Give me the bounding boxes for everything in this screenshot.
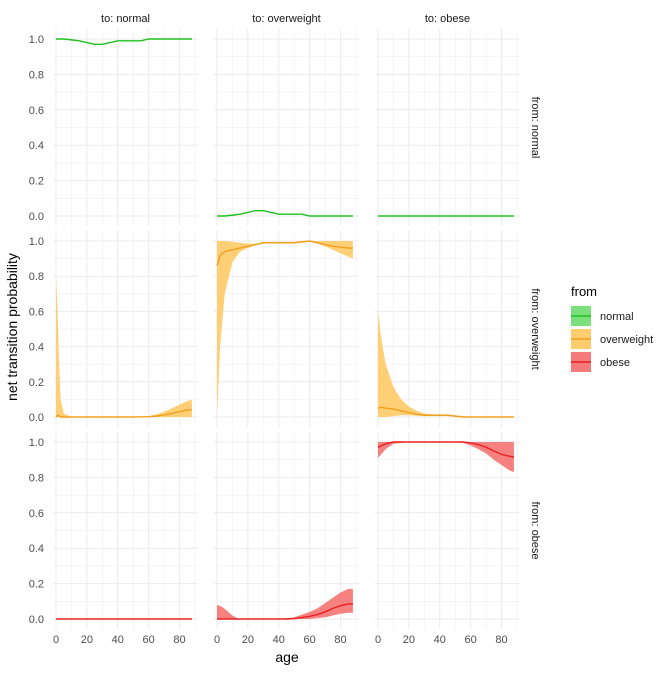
y-tick-label: 1.0 xyxy=(29,236,44,248)
panels-layer xyxy=(53,29,520,629)
series-line xyxy=(377,406,514,418)
series-line xyxy=(217,603,353,620)
y-tick-label: 0.6 xyxy=(29,508,44,520)
facet-row-label: from: obese xyxy=(529,501,541,559)
x-tick-label: 40 xyxy=(112,634,124,646)
panel-0-2 xyxy=(375,29,520,226)
legend-entry-label: normal xyxy=(600,311,634,323)
x-axis-label: age xyxy=(275,649,299,665)
y-tick-label: 0.4 xyxy=(29,342,44,354)
x-tick-label: 80 xyxy=(334,634,346,646)
y-tick-label: 0.4 xyxy=(29,543,44,555)
y-tick-label: 0.0 xyxy=(29,412,44,424)
y-tick-label: 0.0 xyxy=(29,211,44,223)
series-normal-panel-0-1 xyxy=(217,209,353,217)
legend-entry-label: overweight xyxy=(600,334,653,346)
legend-entry-normal: normal xyxy=(571,306,634,326)
labels-layer: to: normal to: overweight to: obese from: n… xyxy=(29,13,541,646)
panel-0-0 xyxy=(53,29,198,226)
x-tick-label: 40 xyxy=(273,634,285,646)
x-tick-label: 20 xyxy=(81,634,93,646)
y-tick-label: 0.0 xyxy=(29,614,44,626)
x-tick-label: 20 xyxy=(403,634,415,646)
y-tick-label: 1.0 xyxy=(29,34,44,46)
panel-1-2 xyxy=(375,231,520,427)
y-tick-label: 1.0 xyxy=(29,437,44,449)
facet-column-label: to: obese xyxy=(425,13,470,25)
confidence-band xyxy=(217,241,353,417)
confidence-band xyxy=(378,442,514,473)
x-tick-label: 60 xyxy=(304,634,316,646)
legend-entry-obese: obese xyxy=(571,352,630,372)
series-normal-panel-0-0 xyxy=(56,38,192,46)
legend-title: from xyxy=(571,284,597,299)
legend: from normal overweight obese xyxy=(571,284,653,372)
panel-2-1 xyxy=(214,432,359,629)
x-tick-label: 20 xyxy=(242,634,254,646)
y-tick-label: 0.6 xyxy=(29,306,44,318)
x-tick-label: 0 xyxy=(214,634,220,646)
series-overweight-panel-1-2 xyxy=(377,311,514,418)
x-tick-label: 60 xyxy=(465,634,477,646)
series-obese-panel-2-1 xyxy=(217,588,353,620)
series-overweight-panel-1-1 xyxy=(216,240,353,417)
y-tick-label: 0.6 xyxy=(29,105,44,117)
x-tick-label: 0 xyxy=(53,634,59,646)
x-tick-label: 60 xyxy=(143,634,155,646)
x-tick-label: 80 xyxy=(495,634,507,646)
y-tick-label: 0.2 xyxy=(29,377,44,389)
x-tick-label: 0 xyxy=(375,634,381,646)
series-line xyxy=(217,209,353,217)
legend-entries: normal overweight obese xyxy=(571,306,653,372)
y-tick-label: 0.8 xyxy=(29,69,44,81)
legend-entry-label: obese xyxy=(600,357,630,369)
series-overweight-panel-1-0 xyxy=(55,276,192,418)
y-tick-label: 0.8 xyxy=(29,472,44,484)
y-tick-label: 0.2 xyxy=(29,579,44,591)
x-tick-label: 80 xyxy=(173,634,185,646)
series-line xyxy=(56,38,192,46)
panel-1-0 xyxy=(53,231,198,427)
series-obese-panel-2-2 xyxy=(377,441,515,473)
facet-column-label: to: normal xyxy=(101,13,150,25)
legend-entry-overweight: overweight xyxy=(571,329,653,349)
y-tick-label: 0.8 xyxy=(29,271,44,283)
panel-0-1 xyxy=(214,29,359,226)
y-tick-label: 0.4 xyxy=(29,140,44,152)
y-tick-label: 0.2 xyxy=(29,176,44,188)
x-tick-label: 40 xyxy=(434,634,446,646)
confidence-band xyxy=(217,588,353,619)
panel-1-1 xyxy=(214,231,359,427)
series-line xyxy=(377,441,515,458)
series-line xyxy=(55,409,192,418)
panel-2-0 xyxy=(53,432,198,629)
confidence-band xyxy=(378,311,514,417)
y-axis-label: net transition probability xyxy=(4,253,20,401)
facet-row-label: from: overweight xyxy=(529,288,541,369)
facet-column-label: to: overweight xyxy=(252,13,320,25)
series-line xyxy=(216,240,353,266)
facet-row-label: from: normal xyxy=(529,97,541,159)
